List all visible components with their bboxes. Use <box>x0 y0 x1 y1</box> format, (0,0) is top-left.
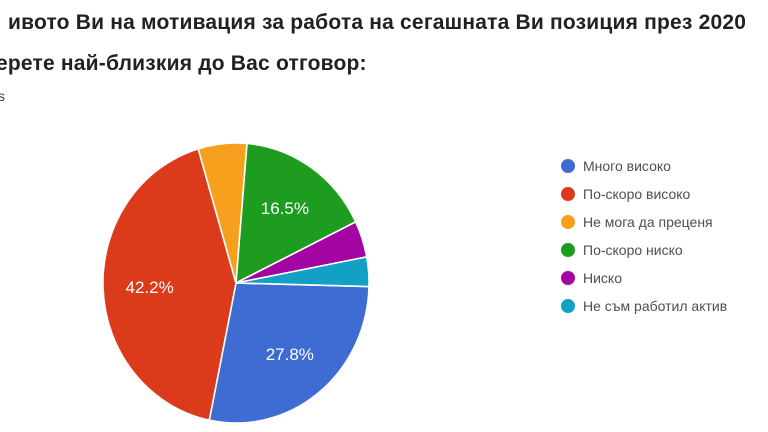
legend-item-label: Не съм работил актив <box>583 298 728 314</box>
legend-item-5: Не съм работил актив <box>561 292 727 320</box>
pie-slice-0[interactable] <box>208 282 370 424</box>
legend-item-2: Не мога да преценя <box>561 208 727 236</box>
legend-item-3: По-скоро ниско <box>561 236 727 264</box>
legend-item-0: Много високо <box>561 152 727 180</box>
legend-color-dot <box>561 215 575 229</box>
pie-slice-5[interactable] <box>235 255 370 288</box>
legend-item-4: Ниско <box>561 264 727 292</box>
legend-item-label: Ниско <box>583 270 622 286</box>
legend-item-label: Много високо <box>583 158 671 174</box>
responses-count-fragment: s <box>0 88 5 104</box>
pie-slice-label: 42.2% <box>125 278 173 297</box>
pie-slice-3[interactable] <box>235 142 357 285</box>
question-subtitle: ерете най-близкия до Вас отговор: <box>0 52 367 75</box>
legend-item-label: По-скоро високо <box>583 186 691 202</box>
legend-color-dot <box>561 271 575 285</box>
legend-color-dot <box>561 243 575 257</box>
legend-color-dot <box>561 159 575 173</box>
legend-item-label: Не мога да преценя <box>583 214 713 230</box>
question-title: ивото Ви на мотивация за работа на сегаш… <box>8 11 747 34</box>
legend-color-dot <box>561 187 575 201</box>
legend-item-1: По-скоро високо <box>561 180 727 208</box>
chart-legend: Много високо По-скоро високо Не мога да пр… <box>561 152 727 320</box>
legend-color-dot <box>561 299 575 313</box>
pie-slice-1[interactable] <box>102 147 237 422</box>
pie-slice-label: 27.8% <box>266 345 314 364</box>
pie-slice-label: 16.5% <box>261 199 309 218</box>
legend-item-label: По-скоро ниско <box>583 242 683 258</box>
